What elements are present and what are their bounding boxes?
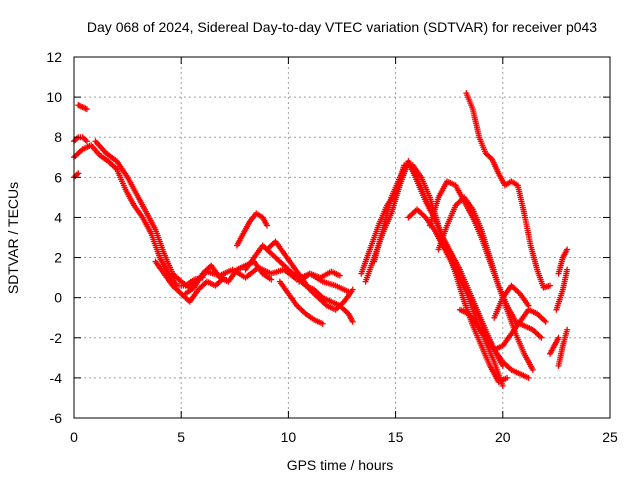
y-axis-label: SDTVAR / TECUs [5, 182, 21, 294]
y-tick-label: -2 [50, 330, 63, 346]
data-point-marker [529, 366, 536, 373]
y-tick-label: 2 [54, 250, 62, 266]
series-sat-d [75, 102, 90, 113]
series-sat-e [92, 138, 352, 295]
data-point-marker [542, 318, 549, 325]
data-point-marker [268, 276, 275, 283]
x-tick-label: 5 [177, 429, 185, 445]
series-sat-s [456, 306, 549, 353]
data-point-marker [538, 334, 545, 341]
y-tick-label: 4 [54, 209, 62, 225]
axis-ticks: 0 5 10 15 20 25 -6 -4 -2 0 2 4 6 8 10 12 [46, 49, 618, 445]
series-sat-f [152, 258, 228, 305]
data-point-marker [525, 374, 532, 381]
series-sat-k [276, 278, 326, 327]
data-point-marker [564, 266, 571, 273]
data-point-marker [83, 138, 90, 145]
data-points [71, 90, 571, 389]
series-sat-g [182, 258, 275, 297]
series-sat-p [405, 206, 532, 381]
data-point-marker [525, 302, 532, 309]
data-point-marker [349, 286, 356, 293]
chart-title: Day 068 of 2024, Sidereal Day-to-day VTE… [87, 19, 597, 35]
plot-frame [73, 56, 611, 419]
x-tick-label: 10 [281, 429, 297, 445]
data-point-marker [499, 382, 506, 389]
data-point-marker [75, 170, 82, 177]
series-sat-l [296, 268, 343, 285]
series-sat-v [546, 334, 562, 357]
data-point-marker [564, 246, 571, 253]
y-tick-label: 8 [54, 129, 62, 145]
x-tick-label: 25 [602, 429, 618, 445]
series-sat-u [491, 282, 532, 321]
series-sat-c [71, 170, 82, 181]
x-tick-label: 20 [495, 429, 511, 445]
data-point-marker [336, 272, 343, 279]
data-point-marker [564, 326, 571, 333]
data-point-marker [83, 106, 90, 113]
series-sat-x [555, 326, 571, 369]
series-sat-a [71, 142, 206, 289]
y-tick-label: 10 [46, 89, 62, 105]
data-point-marker [319, 320, 326, 327]
data-point-marker [546, 282, 553, 289]
y-tick-label: -6 [50, 410, 63, 426]
y-tick-label: -4 [50, 370, 63, 386]
x-axis-label: GPS time / hours [287, 457, 394, 473]
data-point-marker [504, 374, 511, 381]
data-point-marker [555, 334, 562, 341]
series-sat-t [463, 90, 553, 291]
y-tick-label: 6 [54, 169, 62, 185]
x-tick-label: 0 [70, 429, 78, 445]
x-tick-label: 15 [388, 429, 404, 445]
series-sat-h [233, 210, 270, 249]
series-sat-y [553, 266, 571, 313]
y-tick-label: 0 [54, 290, 62, 306]
data-point-marker [263, 222, 270, 229]
data-point-marker [349, 318, 356, 325]
y-tick-label: 12 [46, 49, 62, 65]
series-sat-w [555, 246, 571, 277]
